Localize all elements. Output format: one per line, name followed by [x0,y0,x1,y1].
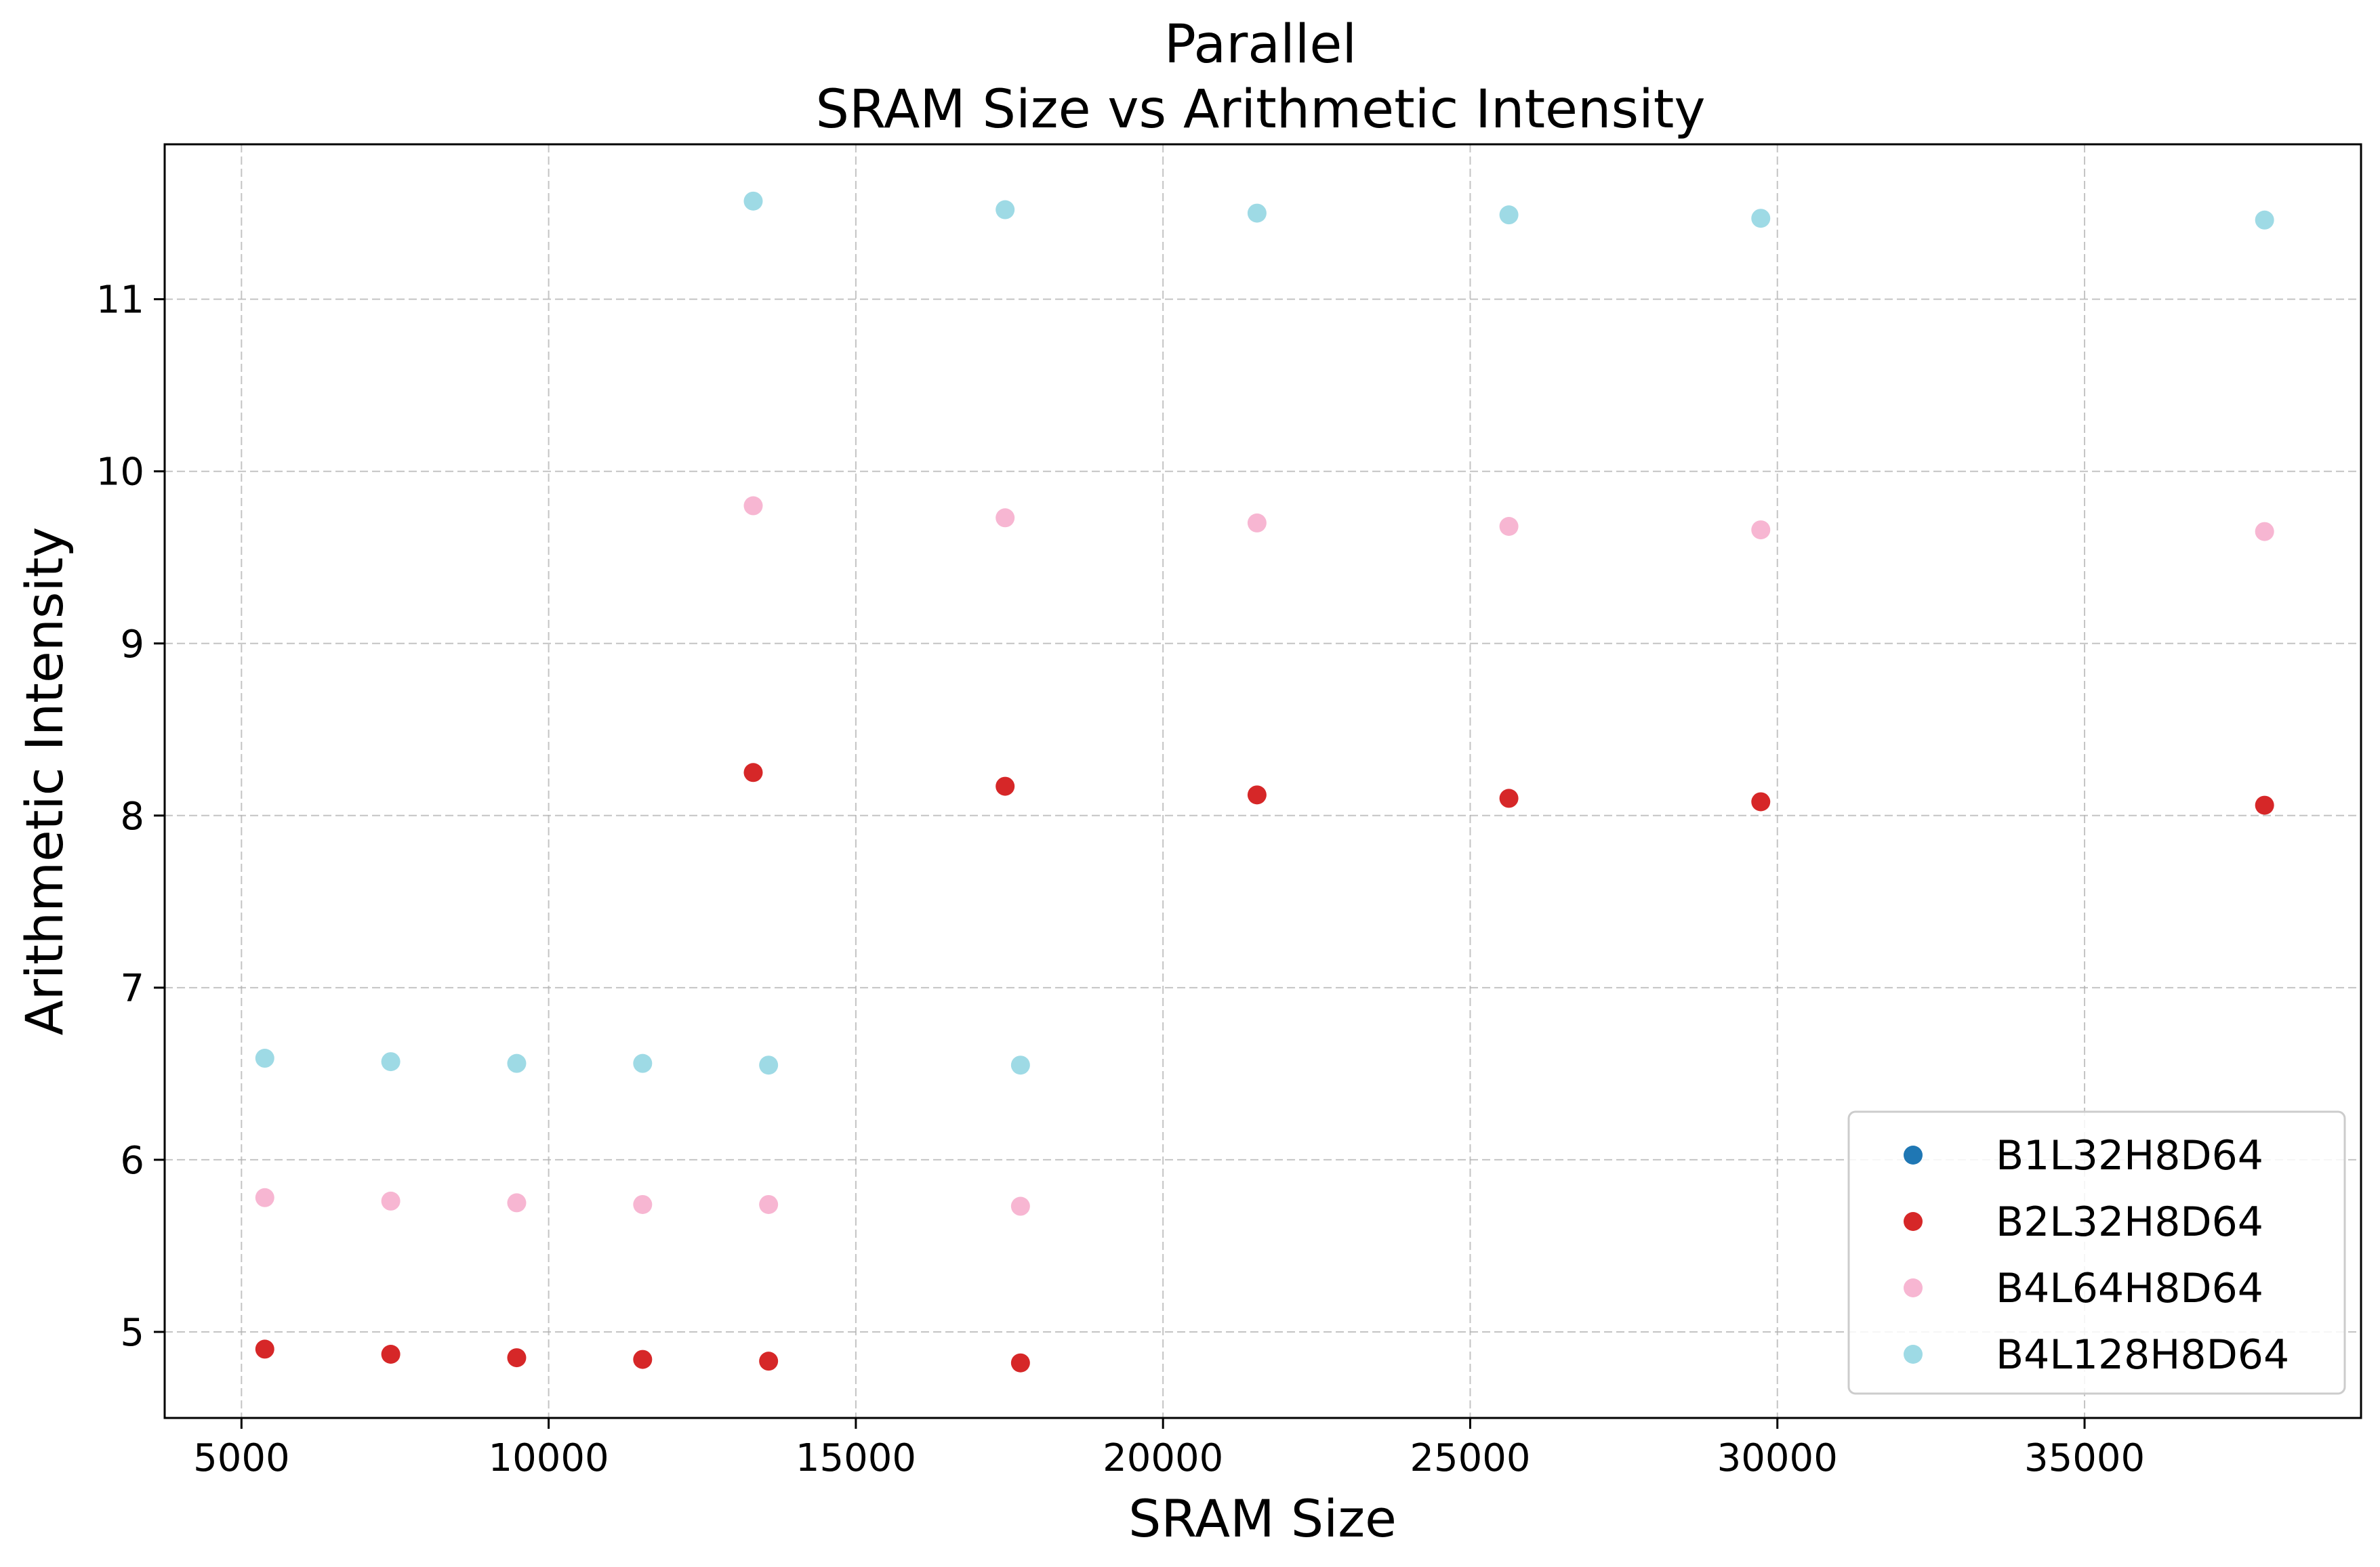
legend-marker [1904,1278,1923,1297]
chart-subtitle: SRAM Size vs Arithmetic Intensity [815,79,1705,140]
data-point-b4l128h8d64 [2255,210,2274,230]
data-point-b4l64h8d64 [996,508,1015,528]
y-tick-label: 9 [120,623,144,667]
data-point-b2l32h8d64 [1499,789,1519,808]
data-point-b4l128h8d64 [1499,205,1519,225]
legend-label: B2L32H8D64 [1996,1198,2263,1246]
y-tick-label: 10 [96,451,144,495]
y-tick-label: 11 [96,278,144,322]
y-tick-label: 8 [120,795,144,839]
axis-ticks: 5000 10000 15000 20000 25000 30000 35000 5 6 7 8 9 1… [96,278,2145,1480]
data-point-b4l64h8d64 [1751,520,1771,540]
y-tick-label: 5 [120,1311,144,1355]
data-point-b2l32h8d64 [381,1345,401,1364]
data-point-b4l64h8d64 [255,1188,274,1207]
data-point-b4l128h8d64 [759,1056,779,1075]
chart-title: Parallel [1164,14,1357,75]
data-point-b4l64h8d64 [1247,513,1267,532]
data-point-b4l128h8d64 [1010,1056,1030,1075]
data-point-b4l64h8d64 [1010,1196,1030,1216]
plot-area-frame [163,143,2362,1419]
data-point-b4l128h8d64 [633,1053,653,1073]
legend-label: B4L64H8D64 [1996,1265,2263,1312]
x-axis-label: SRAM Size [1128,1488,1397,1549]
data-point-b4l64h8d64 [381,1191,401,1211]
data-point-b4l64h8d64 [507,1193,527,1213]
x-tick-label: 10000 [489,1436,609,1480]
data-points [255,191,2274,1373]
data-point-b2l32h8d64 [255,1339,274,1359]
data-point-b4l128h8d64 [1751,209,1771,228]
data-point-b2l32h8d64 [996,776,1015,796]
x-tick-label: 15000 [796,1436,916,1480]
x-tick-label: 30000 [1717,1436,1838,1480]
legend: B1L32H8D64 B2L32H8D64 B4L64H8D64 B4L128H8D6… [1847,1110,2346,1395]
y-axis-label: Arithmetic Intensity [14,527,75,1036]
data-point-b4l128h8d64 [381,1052,401,1072]
legend-frame [1847,1110,2346,1395]
legend-label: B1L32H8D64 [1996,1132,2263,1179]
data-point-b4l64h8d64 [1499,517,1519,536]
data-point-b2l32h8d64 [633,1350,653,1369]
data-point-b2l32h8d64 [2255,795,2274,815]
data-point-b2l32h8d64 [759,1352,779,1371]
data-point-b4l128h8d64 [507,1053,527,1073]
data-point-b4l64h8d64 [759,1194,779,1214]
data-point-b2l32h8d64 [1751,792,1771,812]
x-tick-label: 35000 [2024,1436,2145,1480]
data-point-b4l64h8d64 [633,1194,653,1214]
data-point-b4l128h8d64 [996,200,1015,220]
legend-label: B4L128H8D64 [1996,1331,2289,1379]
grid-lines [165,144,2361,1418]
legend-marker [1904,1212,1923,1231]
y-tick-label: 6 [120,1139,144,1183]
y-tick-label: 7 [120,967,144,1011]
data-point-b2l32h8d64 [1010,1353,1030,1373]
legend-marker [1904,1345,1923,1364]
data-point-b4l64h8d64 [2255,522,2274,541]
data-point-b2l32h8d64 [1247,785,1267,805]
data-point-b2l32h8d64 [743,763,763,782]
x-tick-label: 20000 [1103,1436,1223,1480]
x-tick-label: 25000 [1410,1436,1530,1480]
data-point-b4l64h8d64 [743,496,763,516]
x-tick-label: 5000 [193,1436,290,1480]
data-point-b4l128h8d64 [1247,203,1267,223]
legend-marker [1904,1146,1923,1165]
data-point-b4l128h8d64 [743,191,763,211]
data-point-b4l128h8d64 [255,1049,274,1068]
data-point-b2l32h8d64 [507,1348,527,1368]
